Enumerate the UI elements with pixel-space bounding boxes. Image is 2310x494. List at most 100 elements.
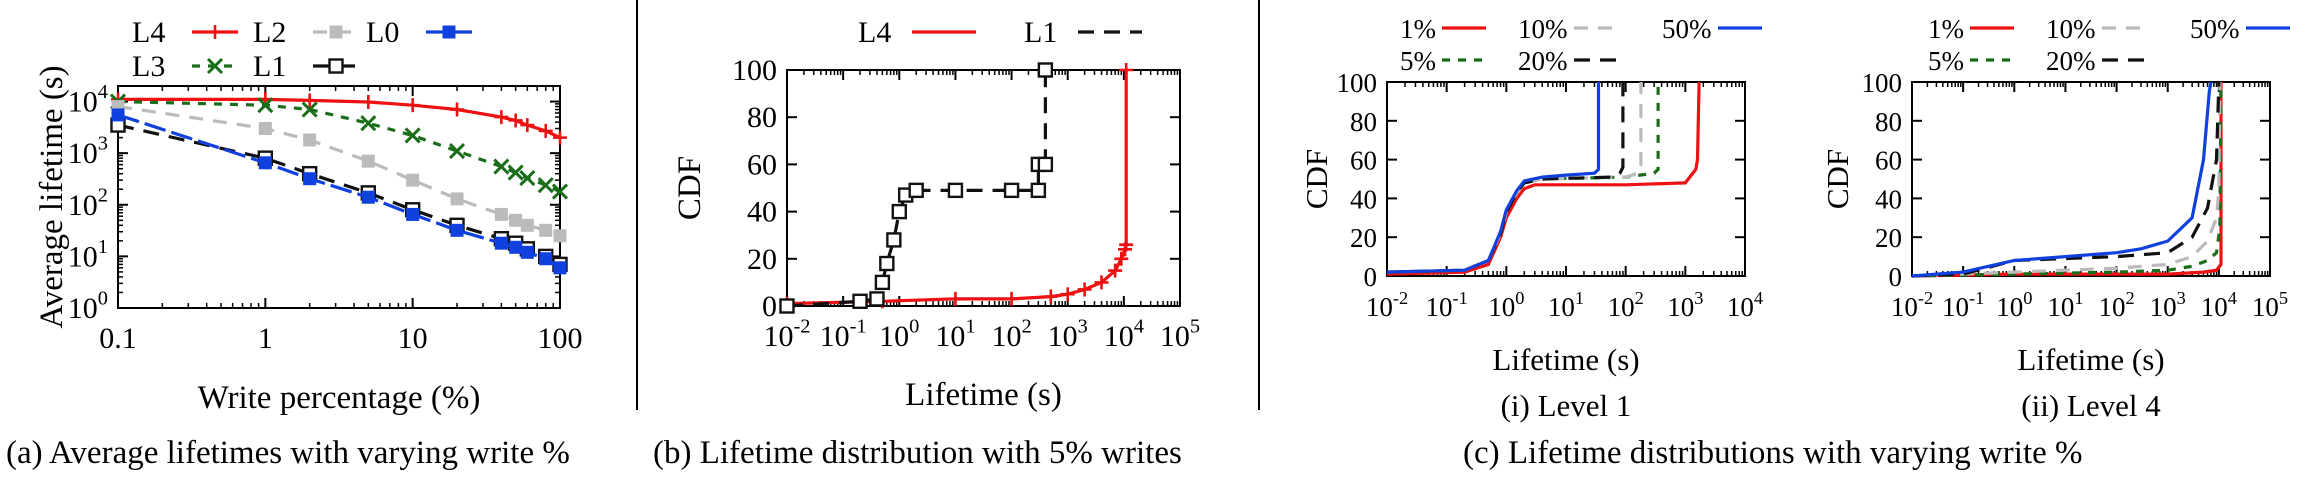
- point-L3: [551, 183, 569, 200]
- chart-b: 10-2 10-1 100 101 102 103 104 105 0 20 40 60 80 100 Li…: [672, 16, 1200, 413]
- point-L1: [1030, 182, 1047, 199]
- y-axis-label: CDF: [1299, 149, 1334, 209]
- legend-label-L2: L2: [253, 16, 286, 49]
- point-L4: [520, 118, 535, 133]
- point-L4: [1119, 237, 1134, 252]
- x-axis-label: Lifetime (s): [2017, 342, 2164, 377]
- point-L3: [448, 142, 466, 160]
- x-axis-label: Lifetime (s): [905, 377, 1062, 413]
- point-L4: [302, 93, 317, 108]
- series-line-10%: [1912, 81, 2222, 278]
- y-tick-label: 60: [747, 148, 777, 181]
- point-L0: [111, 108, 125, 122]
- legend-label-L0: L0: [366, 16, 399, 49]
- y-tick-label: 0: [1889, 262, 1903, 292]
- y-tick-label: 101: [68, 236, 108, 274]
- point-L4: [1119, 63, 1134, 77]
- y-tick-label: 104: [68, 81, 108, 119]
- series-line-5%: [1912, 81, 2223, 278]
- point-L1: [869, 291, 885, 307]
- point-L3: [301, 101, 318, 118]
- point-L1: [879, 255, 895, 272]
- caption-c: (c) Lifetime distributions with varying …: [1463, 435, 2083, 471]
- x-tick-label: 102: [2098, 288, 2134, 322]
- x-tick-label: 10-2: [1366, 288, 1408, 322]
- y-tick-label: 0: [762, 290, 777, 323]
- y-tick-label: 80: [1875, 107, 1902, 137]
- point-L1: [852, 293, 868, 309]
- x-tick-label: 100: [879, 316, 919, 354]
- point-L2: [450, 192, 464, 206]
- y-tick-label: 60: [1875, 146, 1902, 176]
- x-tick-label: 1: [258, 322, 273, 355]
- legend-label: 20%: [2046, 46, 2096, 76]
- y-tick-label: 20: [747, 243, 777, 276]
- point-L2: [406, 173, 420, 187]
- x-tick-label: 100: [1996, 288, 2032, 322]
- legend-label: 5%: [1928, 46, 1964, 76]
- legend-label: 50%: [2190, 14, 2240, 44]
- y-axis-label: CDF: [672, 156, 708, 220]
- point-L4: [508, 113, 523, 128]
- series-line-50%: [1387, 82, 1601, 274]
- point-L2: [520, 218, 534, 232]
- y-tick-label: 20: [1350, 223, 1377, 253]
- legend-label: 10%: [2046, 14, 2096, 44]
- series-line-50%: [1912, 81, 2213, 278]
- point-L1: [891, 203, 907, 220]
- x-tick-label: 105: [1160, 316, 1200, 354]
- point-L4: [1060, 287, 1075, 302]
- point-L4: [1077, 282, 1092, 297]
- y-tick-label: 60: [1350, 146, 1377, 176]
- x-tick-label: 10-1: [820, 316, 867, 354]
- point-L4: [405, 98, 420, 113]
- point-L4: [948, 291, 963, 306]
- divider-bc: [1258, 0, 1260, 410]
- series-line-L3: [118, 99, 560, 194]
- y-tick-label: 100: [68, 288, 108, 326]
- chart-c1: 10-2 10-1 100 101 102 103 104 0 20 40 60 80 100 Lifet…: [1299, 14, 1763, 423]
- point-L1: [1037, 62, 1054, 78]
- point-L2: [539, 223, 553, 237]
- x-tick-label: 104: [2201, 288, 2237, 322]
- point-L1: [908, 182, 924, 199]
- point-L4: [553, 130, 567, 145]
- legend-label: 20%: [1518, 46, 1568, 76]
- x-axis-label: Write percentage (%): [198, 380, 481, 416]
- x-tick-label: 104: [1727, 288, 1763, 322]
- point-L1: [779, 298, 795, 314]
- legend-label-L4: L4: [858, 16, 891, 49]
- point-L4: [1094, 275, 1109, 290]
- point-L4: [494, 110, 509, 125]
- point-L4: [1114, 251, 1129, 266]
- point-L3: [493, 158, 510, 175]
- point-L4: [450, 102, 465, 117]
- legend-label: 5%: [1400, 46, 1436, 76]
- point-L2: [303, 133, 317, 147]
- divider-ab: [636, 0, 638, 410]
- y-tick-label: 100: [1862, 68, 1903, 98]
- x-tick-label: 101: [935, 316, 975, 354]
- x-tick-label: 0.1: [99, 322, 137, 355]
- x-tick-label: 103: [1048, 316, 1088, 354]
- x-tick-label: 10-1: [1426, 288, 1468, 322]
- point-L3: [537, 177, 554, 194]
- y-tick-label: 100: [732, 54, 777, 87]
- x-tick-label: 103: [1667, 288, 1703, 322]
- series-line-L2: [118, 104, 560, 238]
- legend-marker-L4: [208, 25, 222, 39]
- point-L1: [947, 182, 964, 199]
- x-tick-label: 104: [1104, 316, 1144, 354]
- x-tick-label: 101: [1548, 288, 1584, 322]
- x-tick-label: 103: [2150, 288, 2186, 322]
- point-L1: [1037, 156, 1054, 173]
- series-line-1%: [1387, 81, 1701, 276]
- y-tick-label: 80: [1350, 107, 1377, 137]
- point-L0: [406, 207, 420, 221]
- point-L1: [1003, 182, 1020, 199]
- plot-frame: [117, 85, 561, 309]
- point-L1: [874, 274, 891, 291]
- legend-label-L1: L1: [1024, 16, 1057, 49]
- point-L0: [258, 156, 272, 170]
